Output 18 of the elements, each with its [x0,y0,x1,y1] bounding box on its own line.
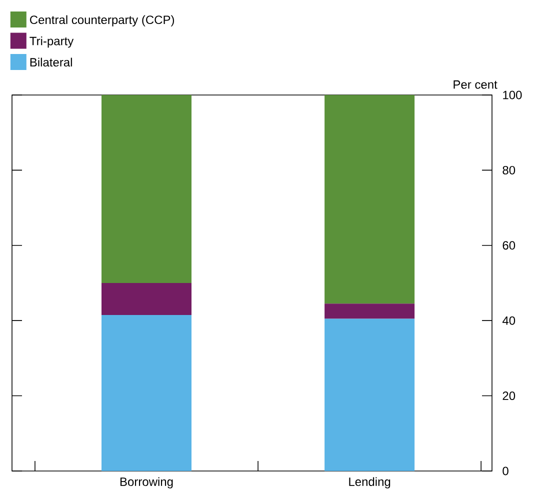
x-tick-label: Borrowing [120,477,173,488]
legend-label: Bilateral [30,58,72,67]
bar [102,314,192,471]
y-tick-label: 100 [503,90,522,100]
legend-label: Tri-party [30,36,74,48]
bar [102,282,192,315]
bar [324,318,415,471]
y-tick-label: 20 [502,392,516,400]
bar [324,304,415,319]
y-tick-label: 60 [502,241,516,250]
bar [324,94,415,304]
y-axis-title: Per cent [454,80,498,89]
x-tick-label: Lending [349,477,390,488]
y-tick-label: 80 [502,166,516,174]
y-tick-label: 0 [502,466,508,476]
y-tick-label: 40 [502,316,516,325]
legend-label: Central counterparty (CCP) [30,15,174,26]
bar [102,94,192,283]
